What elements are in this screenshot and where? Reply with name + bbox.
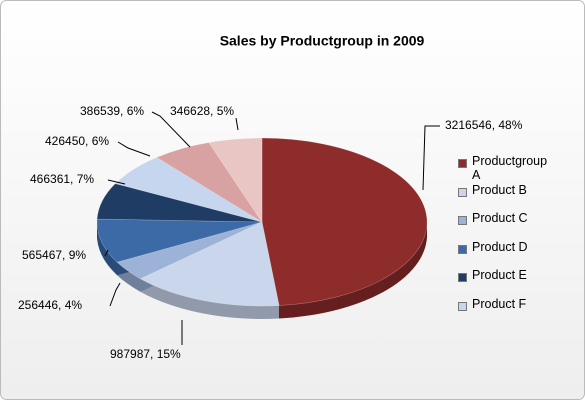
legend-swatch bbox=[458, 273, 467, 282]
data-labels: 3216546, 48% 987987, 15% 256446, 4% 565467,… bbox=[18, 104, 523, 361]
data-label: 466361, 7% bbox=[30, 172, 94, 186]
data-label: 3216546, 48% bbox=[445, 118, 523, 132]
data-label: 426450, 6% bbox=[45, 134, 109, 148]
legend-swatch bbox=[458, 159, 467, 168]
slice bbox=[114, 157, 263, 223]
slice bbox=[116, 221, 263, 280]
legend-entry: Product F bbox=[458, 297, 558, 326]
leader-line bbox=[104, 249, 109, 257]
legend-label: Product C bbox=[472, 211, 528, 225]
leader-line bbox=[109, 282, 121, 307]
legend-label: Product F bbox=[472, 296, 527, 311]
legend-label: Product D bbox=[472, 239, 528, 254]
legend-entry: Product B bbox=[458, 183, 558, 212]
slice bbox=[156, 142, 263, 223]
legend: Productgroup A Product B Product C Product … bbox=[458, 154, 558, 325]
legend-swatch bbox=[458, 244, 467, 254]
slice bbox=[139, 221, 280, 307]
data-label: 256446, 4% bbox=[18, 298, 82, 312]
legend-label: Productgroup A bbox=[472, 154, 548, 182]
legend-entry: Product C bbox=[458, 211, 558, 240]
legend-entry: Product E bbox=[458, 268, 558, 297]
legend-label: Product E bbox=[472, 268, 527, 282]
pie-tops bbox=[96, 137, 428, 307]
slice bbox=[96, 218, 263, 263]
legend-swatch bbox=[458, 216, 467, 225]
slice bbox=[261, 137, 428, 306]
legend-label: Product B bbox=[472, 182, 527, 197]
leader-line bbox=[107, 179, 126, 185]
chart-title: Sales by Productgroup in 2009 bbox=[220, 33, 425, 49]
slice bbox=[96, 183, 263, 223]
data-label: 346628, 5% bbox=[170, 104, 234, 118]
legend-entry: Product D bbox=[458, 240, 558, 269]
data-label: 386539, 6% bbox=[80, 104, 144, 118]
leader-line bbox=[117, 141, 151, 157]
leader-line bbox=[151, 111, 191, 148]
slice bbox=[208, 137, 263, 223]
leader-line bbox=[422, 125, 440, 191]
leader-line bbox=[235, 117, 239, 131]
data-label: 987987, 15% bbox=[110, 347, 181, 361]
legend-swatch bbox=[458, 301, 467, 311]
legend-entry: Productgroup A bbox=[458, 154, 558, 183]
data-label: 565467, 9% bbox=[22, 248, 86, 262]
legend-swatch bbox=[458, 187, 467, 197]
